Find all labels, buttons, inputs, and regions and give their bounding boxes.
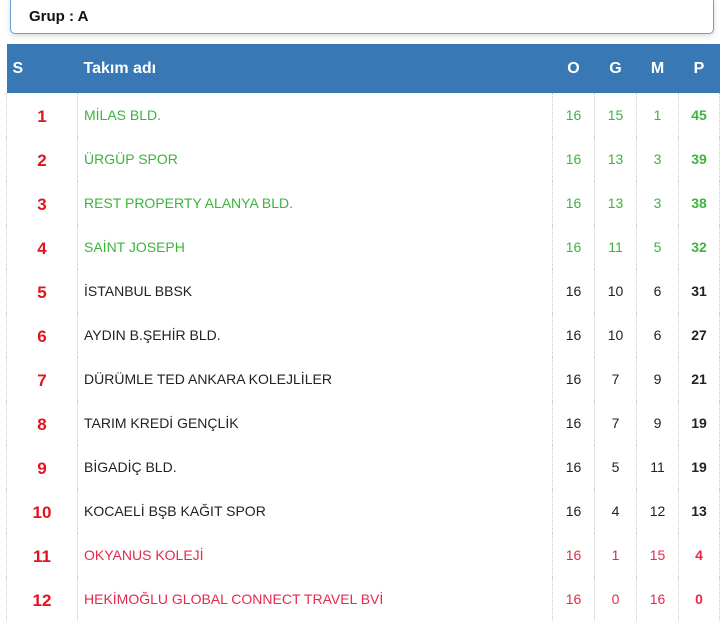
team-name-cell: TARIM KREDİ GENÇLİK — [77, 401, 553, 445]
played-cell: 16 — [552, 225, 595, 269]
header-points: P — [678, 44, 720, 93]
lost-cell: 3 — [636, 181, 679, 225]
table-row: 9 BİGADİÇ BLD. 16 5 11 19 — [6, 445, 720, 489]
points-cell: 13 — [678, 489, 720, 533]
table-row: 6 AYDIN B.ŞEHİR BLD. 16 10 6 27 — [6, 313, 720, 357]
team-name-cell: DÜRÜMLE TED ANKARA KOLEJLİLER — [77, 357, 553, 401]
team-name-cell: ÜRGÜP SPOR — [77, 137, 553, 181]
rank-cell: 3 — [6, 181, 78, 225]
rank-cell: 8 — [6, 401, 78, 445]
points-cell: 19 — [678, 401, 720, 445]
table-row: 5 İSTANBUL BBSK 16 10 6 31 — [6, 269, 720, 313]
standings-table: S Takım adı O G M P 1 MİLAS BLD. 16 15 1 45 2 Ü… — [6, 44, 720, 621]
lost-cell: 11 — [636, 445, 679, 489]
won-cell: 4 — [594, 489, 637, 533]
team-name-cell: OKYANUS KOLEJİ — [77, 533, 553, 577]
table-row: 7 DÜRÜMLE TED ANKARA KOLEJLİLER 16 7 9 21 — [6, 357, 720, 401]
played-cell: 16 — [552, 489, 595, 533]
header-team: Takım adı — [77, 44, 553, 93]
won-cell: 5 — [594, 445, 637, 489]
rank-cell: 9 — [6, 445, 78, 489]
won-cell: 15 — [594, 93, 637, 137]
points-cell: 32 — [678, 225, 720, 269]
won-cell: 0 — [594, 577, 637, 621]
rank-cell: 5 — [6, 269, 78, 313]
lost-cell: 3 — [636, 137, 679, 181]
group-label: Grup : A — [29, 8, 89, 25]
table-row: 11 OKYANUS KOLEJİ 16 1 15 4 — [6, 533, 720, 577]
table-row: 4 SAİNT JOSEPH 16 11 5 32 — [6, 225, 720, 269]
team-name-cell: REST PROPERTY ALANYA BLD. — [77, 181, 553, 225]
rank-cell: 11 — [6, 533, 78, 577]
won-cell: 7 — [594, 357, 637, 401]
rank-cell: 1 — [6, 93, 78, 137]
points-cell: 38 — [678, 181, 720, 225]
played-cell: 16 — [552, 533, 595, 577]
team-name-cell: SAİNT JOSEPH — [77, 225, 553, 269]
points-cell: 45 — [678, 93, 720, 137]
table-row: 1 MİLAS BLD. 16 15 1 45 — [6, 93, 720, 137]
rank-cell: 4 — [6, 225, 78, 269]
played-cell: 16 — [552, 137, 595, 181]
played-cell: 16 — [552, 269, 595, 313]
points-cell: 39 — [678, 137, 720, 181]
team-name-cell: KOCAELİ BŞB KAĞIT SPOR — [77, 489, 553, 533]
played-cell: 16 — [552, 445, 595, 489]
lost-cell: 1 — [636, 93, 679, 137]
table-row: 8 TARIM KREDİ GENÇLİK 16 7 9 19 — [6, 401, 720, 445]
played-cell: 16 — [552, 357, 595, 401]
rank-cell: 6 — [6, 313, 78, 357]
lost-cell: 6 — [636, 269, 679, 313]
group-selector[interactable]: Grup : A — [10, 0, 714, 34]
won-cell: 10 — [594, 313, 637, 357]
rank-cell: 12 — [6, 577, 78, 621]
team-name-cell: BİGADİÇ BLD. — [77, 445, 553, 489]
team-name-cell: AYDIN B.ŞEHİR BLD. — [77, 313, 553, 357]
lost-cell: 16 — [636, 577, 679, 621]
points-cell: 0 — [678, 577, 720, 621]
played-cell: 16 — [552, 313, 595, 357]
played-cell: 16 — [552, 93, 595, 137]
points-cell: 4 — [678, 533, 720, 577]
rank-cell: 10 — [6, 489, 78, 533]
team-name-cell: HEKİMOĞLU GLOBAL CONNECT TRAVEL BVİ — [77, 577, 553, 621]
points-cell: 19 — [678, 445, 720, 489]
won-cell: 11 — [594, 225, 637, 269]
points-cell: 31 — [678, 269, 720, 313]
won-cell: 13 — [594, 181, 637, 225]
lost-cell: 15 — [636, 533, 679, 577]
header-rank: S — [6, 44, 78, 93]
rank-cell: 7 — [6, 357, 78, 401]
rank-cell: 2 — [6, 137, 78, 181]
header-won: G — [594, 44, 637, 93]
won-cell: 1 — [594, 533, 637, 577]
points-cell: 27 — [678, 313, 720, 357]
lost-cell: 9 — [636, 357, 679, 401]
won-cell: 10 — [594, 269, 637, 313]
lost-cell: 9 — [636, 401, 679, 445]
lost-cell: 6 — [636, 313, 679, 357]
table-row: 12 HEKİMOĞLU GLOBAL CONNECT TRAVEL BVİ 16 0… — [6, 577, 720, 621]
team-name-cell: İSTANBUL BBSK — [77, 269, 553, 313]
played-cell: 16 — [552, 577, 595, 621]
played-cell: 16 — [552, 181, 595, 225]
lost-cell: 5 — [636, 225, 679, 269]
table-row: 2 ÜRGÜP SPOR 16 13 3 39 — [6, 137, 720, 181]
played-cell: 16 — [552, 401, 595, 445]
table-row: 3 REST PROPERTY ALANYA BLD. 16 13 3 38 — [6, 181, 720, 225]
won-cell: 7 — [594, 401, 637, 445]
team-name-cell: MİLAS BLD. — [77, 93, 553, 137]
lost-cell: 12 — [636, 489, 679, 533]
table-row: 10 KOCAELİ BŞB KAĞIT SPOR 16 4 12 13 — [6, 489, 720, 533]
table-header: S Takım adı O G M P — [6, 44, 720, 93]
points-cell: 21 — [678, 357, 720, 401]
won-cell: 13 — [594, 137, 637, 181]
header-played: O — [552, 44, 595, 93]
header-lost: M — [636, 44, 679, 93]
